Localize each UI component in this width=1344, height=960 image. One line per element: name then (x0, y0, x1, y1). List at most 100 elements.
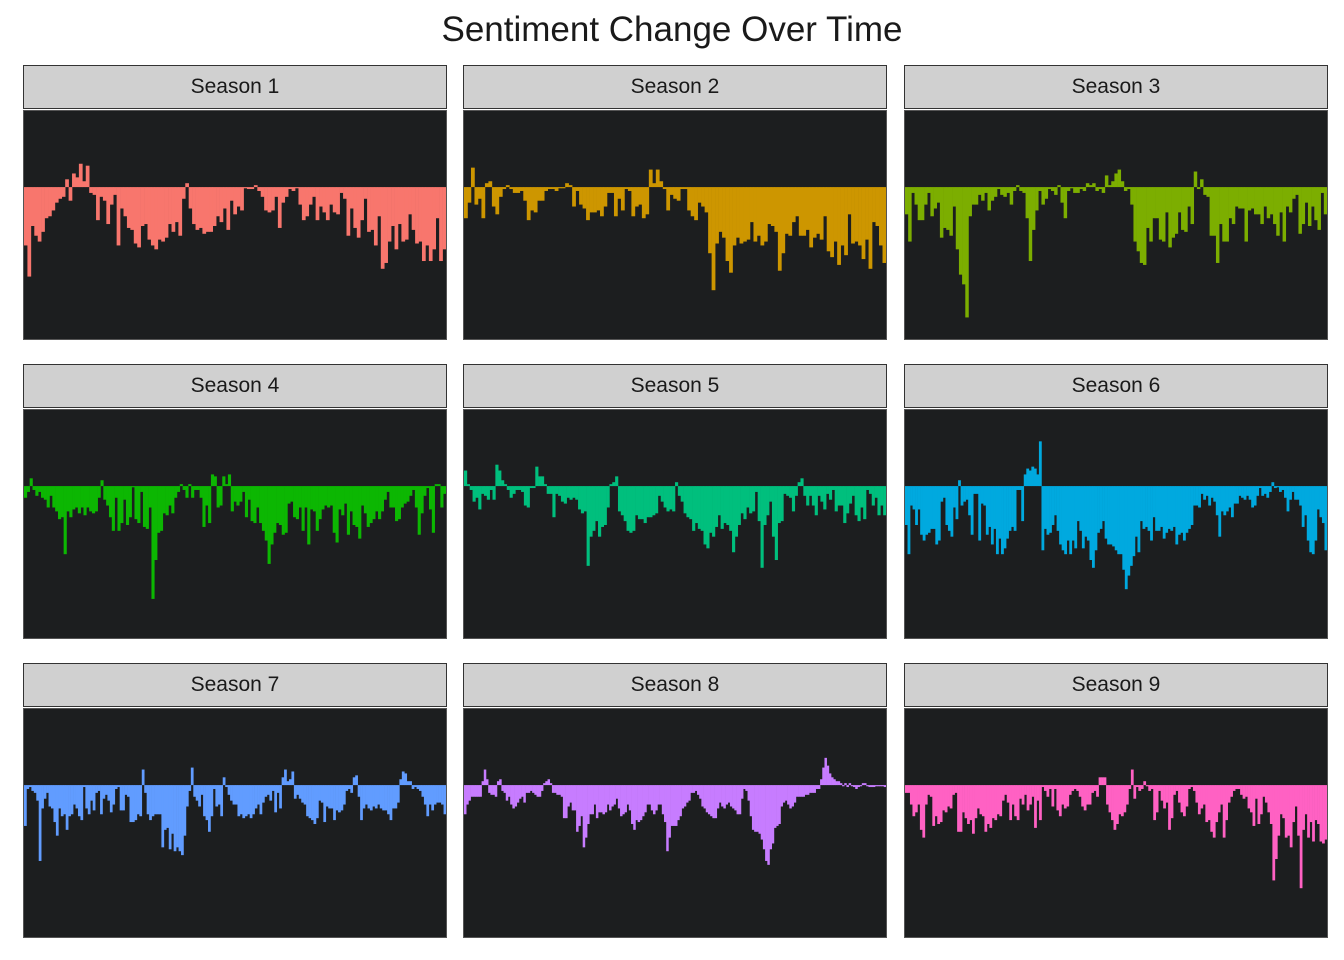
sentiment-bar (1245, 785, 1248, 797)
sentiment-bar (788, 187, 793, 236)
sentiment-bar (512, 486, 516, 494)
sentiment-bar (432, 187, 437, 250)
sentiment-bar (518, 486, 522, 490)
sentiment-bar (866, 486, 870, 490)
sentiment-bar (554, 785, 557, 793)
sentiment-bar (751, 486, 756, 512)
sentiment-bar (99, 187, 104, 197)
sentiment-bar (589, 486, 593, 537)
sentiment-bar (683, 187, 688, 190)
sentiment-bar (791, 187, 796, 223)
sentiment-bar (1284, 785, 1288, 838)
sentiment-bar (1323, 187, 1327, 215)
sentiment-bar (195, 187, 200, 230)
sentiment-bar (202, 187, 207, 234)
sentiment-bar (123, 187, 128, 217)
sentiment-bar (91, 486, 96, 514)
sentiment-bar (157, 187, 162, 240)
sentiment-bar (1227, 785, 1231, 803)
sentiment-bar (1031, 466, 1035, 487)
sentiment-bar (833, 187, 838, 242)
sentiment-bar (499, 779, 502, 786)
sentiment-bar (971, 187, 976, 205)
sentiment-bar (650, 785, 654, 811)
sentiment-bar (85, 165, 90, 188)
sentiment-bar (1225, 187, 1229, 242)
sentiment-bar (1296, 486, 1300, 500)
sentiment-bar (563, 486, 567, 504)
sentiment-bar (984, 187, 988, 193)
sentiment-bar (1028, 187, 1033, 262)
sentiment-bar (1066, 785, 1070, 807)
sentiment-bar (137, 486, 141, 524)
sentiment-bar (598, 785, 601, 813)
sentiment-bar (606, 187, 611, 193)
sentiment-bar (284, 187, 289, 197)
sentiment-bar (868, 187, 873, 269)
sentiment-bar (113, 187, 117, 195)
sentiment-bar (927, 785, 931, 795)
sentiment-bar (355, 486, 359, 527)
bar-plot (464, 757, 886, 865)
sentiment-bar (1041, 187, 1045, 205)
sentiment-bar (176, 486, 181, 492)
sentiment-bar (406, 486, 410, 502)
sentiment-bar (154, 187, 159, 250)
sentiment-bar (543, 783, 546, 786)
sentiment-bar (1019, 785, 1022, 799)
sentiment-bar (308, 187, 313, 205)
sentiment-bar (377, 187, 382, 217)
sentiment-bar (538, 785, 542, 797)
sentiment-bar (912, 486, 916, 510)
sentiment-bar (920, 187, 925, 221)
sentiment-bar (777, 486, 781, 524)
sentiment-bar (196, 486, 200, 490)
sentiment-bar (659, 181, 664, 188)
sentiment-bar (868, 486, 873, 494)
sentiment-bar (805, 187, 810, 230)
sentiment-bar (709, 486, 713, 533)
sentiment-bar (274, 187, 279, 197)
sentiment-bar (922, 785, 926, 838)
sentiment-bar (746, 486, 750, 508)
sentiment-bar (131, 486, 135, 488)
sentiment-bar (611, 785, 614, 807)
sentiment-bar (478, 486, 482, 510)
sentiment-bar (1023, 474, 1027, 487)
sentiment-bar (955, 486, 959, 520)
sentiment-bar (1301, 187, 1306, 225)
sentiment-bar (1057, 185, 1061, 188)
facet-strip-label: Season 5 (463, 364, 887, 408)
sentiment-bar (670, 785, 674, 826)
sentiment-bar (593, 187, 597, 213)
sentiment-bar (652, 486, 656, 516)
sentiment-bar (288, 779, 292, 786)
sentiment-bar (236, 486, 240, 506)
sentiment-bar (857, 486, 861, 522)
sentiment-bar (134, 785, 138, 821)
sentiment-bar (1178, 785, 1181, 803)
sentiment-bar (1311, 486, 1315, 555)
sentiment-bar (846, 486, 850, 514)
sentiment-bar (940, 486, 944, 502)
sentiment-bar (1180, 785, 1184, 813)
sentiment-bar (540, 476, 545, 487)
sentiment-bar (1309, 486, 1313, 553)
sentiment-bar (690, 187, 695, 217)
sentiment-bar (1031, 785, 1035, 797)
sentiment-bar (1196, 187, 1201, 190)
sentiment-bar (675, 785, 678, 826)
sentiment-bar (1175, 486, 1179, 545)
sentiment-bar (168, 785, 172, 850)
sentiment-bar (549, 486, 553, 494)
sentiment-bar (441, 785, 444, 805)
sentiment-bar (102, 785, 106, 799)
sentiment-bar (1285, 187, 1290, 207)
sentiment-bar (428, 785, 432, 805)
sentiment-bar (1215, 187, 1220, 263)
sentiment-bar (360, 785, 363, 821)
sentiment-bar (1026, 468, 1030, 487)
sentiment-bar (342, 785, 346, 805)
sentiment-bar (917, 785, 921, 805)
sentiment-bar (271, 187, 275, 211)
